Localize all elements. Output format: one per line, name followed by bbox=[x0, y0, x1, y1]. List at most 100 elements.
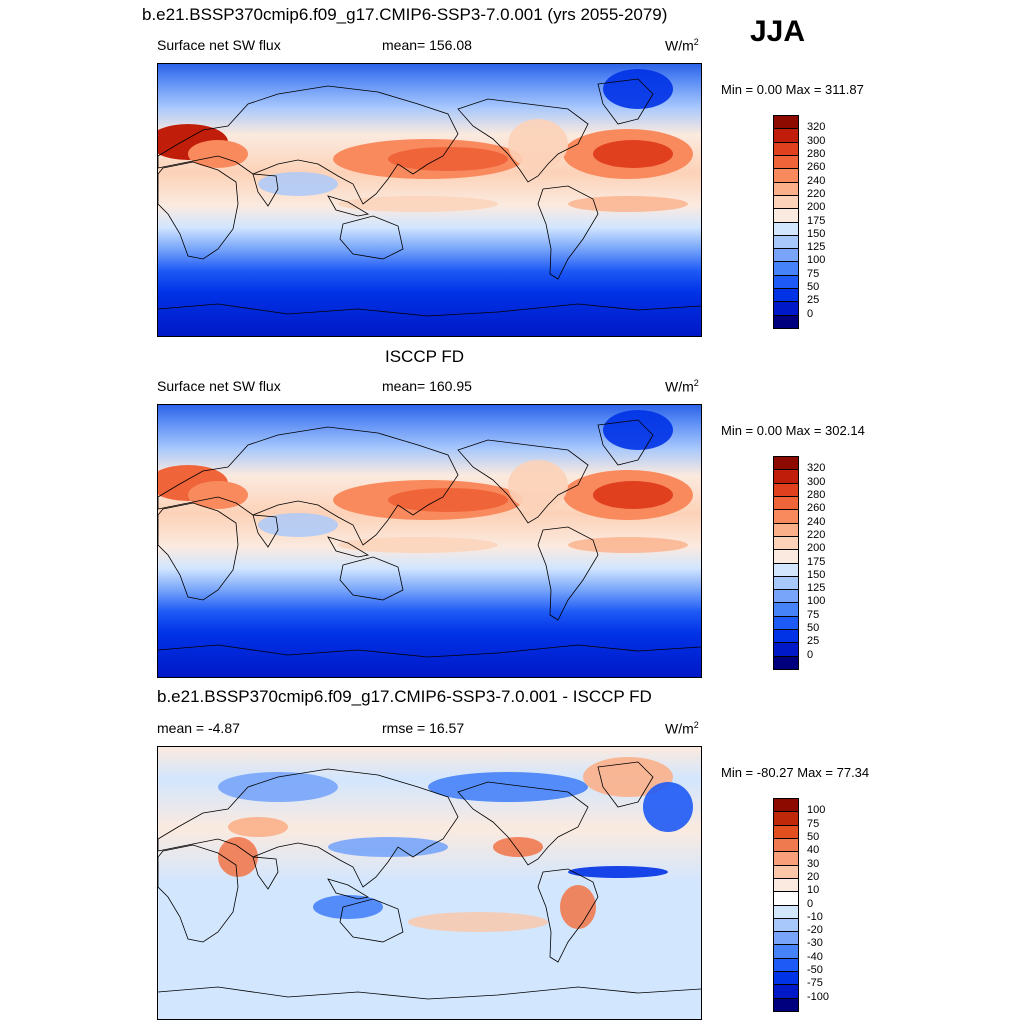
colorbar-tick-label: 25 bbox=[807, 294, 820, 307]
colorbar-swatch bbox=[773, 655, 799, 670]
colorbar-tick-label: 0 bbox=[807, 897, 814, 910]
colorbar-swatch bbox=[773, 891, 799, 906]
colorbar-tick-label: 40 bbox=[807, 844, 820, 857]
colorbar-swatch bbox=[773, 877, 799, 893]
panel-1-mean-label: mean= 156.08 bbox=[382, 37, 472, 53]
colorbar-tick-label: 75 bbox=[807, 267, 820, 280]
colorbar-swatch bbox=[773, 154, 799, 170]
panel-1-title: b.e21.BSSP370cmip6.f09_g17.CMIP6-SSP3-7.… bbox=[142, 5, 668, 24]
colorbar-swatch bbox=[773, 864, 799, 879]
colorbar-tick-label: 50 bbox=[807, 281, 820, 294]
colorbar-tick-label: 50 bbox=[807, 830, 820, 843]
colorbar-tick-label: 220 bbox=[807, 528, 826, 541]
panel-3-mean-label: mean = -4.87 bbox=[157, 720, 240, 736]
colorbar-swatch bbox=[773, 615, 799, 631]
colorbar-tick-label: 300 bbox=[807, 134, 826, 147]
colorbar-swatch bbox=[773, 456, 799, 471]
colorbar-swatch bbox=[773, 917, 799, 933]
colorbar-tick-label: 20 bbox=[807, 870, 820, 883]
colorbar-swatch bbox=[773, 288, 799, 303]
colorbar-tick-label: 30 bbox=[807, 857, 820, 870]
colorbar-tick-label: -40 bbox=[807, 950, 823, 963]
colorbar-swatch bbox=[773, 904, 799, 919]
colorbar-swatch bbox=[773, 261, 799, 276]
panel-3-title: b.e21.BSSP370cmip6.f09_g17.CMIP6-SSP3-7.… bbox=[157, 687, 652, 706]
panel-2-map bbox=[157, 404, 702, 678]
colorbar-tick-label: 320 bbox=[807, 121, 826, 134]
colorbar-swatch bbox=[773, 509, 799, 524]
colorbar-tick-label: -10 bbox=[807, 910, 823, 923]
panel-1-units: W/m2 bbox=[665, 37, 699, 54]
panel-2-units: W/m2 bbox=[665, 378, 699, 395]
colorbar-swatch bbox=[773, 811, 799, 826]
panel-1-map bbox=[157, 63, 702, 337]
panel-2-colorbar: 320 300 280 260 240 220 200 175 150 125 100 75 50 25 0 bbox=[773, 456, 853, 670]
colorbar-swatch bbox=[773, 234, 799, 250]
colorbar-swatch bbox=[773, 549, 799, 564]
colorbar-swatch bbox=[773, 851, 799, 866]
colorbar-swatch bbox=[773, 824, 799, 839]
colorbar-tick-label: 240 bbox=[807, 174, 826, 187]
colorbar-tick-label: 320 bbox=[807, 462, 826, 475]
panel-1-variable-label: Surface net SW flux bbox=[157, 37, 281, 53]
colorbar-swatch bbox=[773, 181, 799, 196]
colorbar-tick-label: 260 bbox=[807, 502, 826, 515]
panel-2-minmax: Min = 0.00 Max = 302.14 bbox=[721, 423, 865, 438]
colorbar-swatch bbox=[773, 957, 799, 973]
colorbar-tick-label: 220 bbox=[807, 187, 826, 200]
colorbar-tick-label: -50 bbox=[807, 964, 823, 977]
colorbar-swatch bbox=[773, 589, 799, 604]
colorbar-tick-label: 75 bbox=[807, 817, 820, 830]
colorbar-tick-label: 10 bbox=[807, 884, 820, 897]
panel-3-minmax: Min = -80.27 Max = 77.34 bbox=[721, 765, 870, 780]
colorbar-swatch bbox=[773, 602, 799, 617]
panel-3-map bbox=[157, 746, 702, 1020]
colorbar-swatch bbox=[773, 168, 799, 183]
colorbar-tick-label: 0 bbox=[807, 648, 814, 661]
colorbar-tick-label: 280 bbox=[807, 147, 826, 160]
colorbar-tick-label: -75 bbox=[807, 977, 823, 990]
panel-3-rmse-label: rmse = 16.57 bbox=[382, 720, 465, 736]
colorbar-swatch bbox=[773, 115, 799, 130]
colorbar-swatch bbox=[773, 128, 799, 143]
colorbar-tick-label: 150 bbox=[807, 227, 826, 240]
colorbar-swatch bbox=[773, 469, 799, 484]
colorbar-swatch bbox=[773, 971, 799, 986]
colorbar-swatch bbox=[773, 248, 799, 263]
season-label: JJA bbox=[750, 15, 806, 48]
colorbar-swatch bbox=[773, 944, 799, 959]
colorbar-tick-label: 100 bbox=[807, 804, 826, 817]
colorbar-swatch bbox=[773, 221, 799, 236]
colorbar-swatch bbox=[773, 482, 799, 497]
colorbar-tick-label: 300 bbox=[807, 475, 826, 488]
colorbar-swatch bbox=[773, 208, 799, 223]
colorbar-tick-label: 280 bbox=[807, 488, 826, 501]
colorbar-swatch bbox=[773, 274, 799, 290]
colorbar-swatch bbox=[773, 314, 799, 329]
colorbar-tick-label: 200 bbox=[807, 201, 826, 214]
colorbar-tick-label: 50 bbox=[807, 622, 820, 635]
panel-1-colorbar: 320 300 280 260 240 220 200 175 150 125 100 75 50 25 0 bbox=[773, 115, 853, 329]
colorbar-tick-label: 100 bbox=[807, 595, 826, 608]
colorbar-tick-label: 175 bbox=[807, 214, 826, 227]
colorbar-swatch bbox=[773, 997, 799, 1012]
colorbar-tick-label: 240 bbox=[807, 515, 826, 528]
panel-1-minmax: Min = 0.00 Max = 311.87 bbox=[721, 82, 864, 97]
colorbar-swatch bbox=[773, 141, 799, 156]
colorbar-swatch bbox=[773, 642, 799, 657]
panel-2-variable-label: Surface net SW flux bbox=[157, 378, 281, 394]
colorbar-swatch bbox=[773, 194, 799, 210]
colorbar-swatch bbox=[773, 984, 799, 999]
colorbar-tick-label: 260 bbox=[807, 161, 826, 174]
colorbar-swatch bbox=[773, 522, 799, 537]
colorbar-tick-label: 125 bbox=[807, 241, 826, 254]
colorbar-swatch bbox=[773, 562, 799, 577]
colorbar-tick-label: 175 bbox=[807, 555, 826, 568]
colorbar-swatch bbox=[773, 798, 799, 813]
colorbar-tick-label: -30 bbox=[807, 937, 823, 950]
colorbar-swatch bbox=[773, 931, 799, 946]
colorbar-tick-label: 150 bbox=[807, 568, 826, 581]
colorbar-swatch bbox=[773, 535, 799, 551]
panel-2-mean-label: mean= 160.95 bbox=[382, 378, 472, 394]
colorbar-tick-label: -20 bbox=[807, 924, 823, 937]
